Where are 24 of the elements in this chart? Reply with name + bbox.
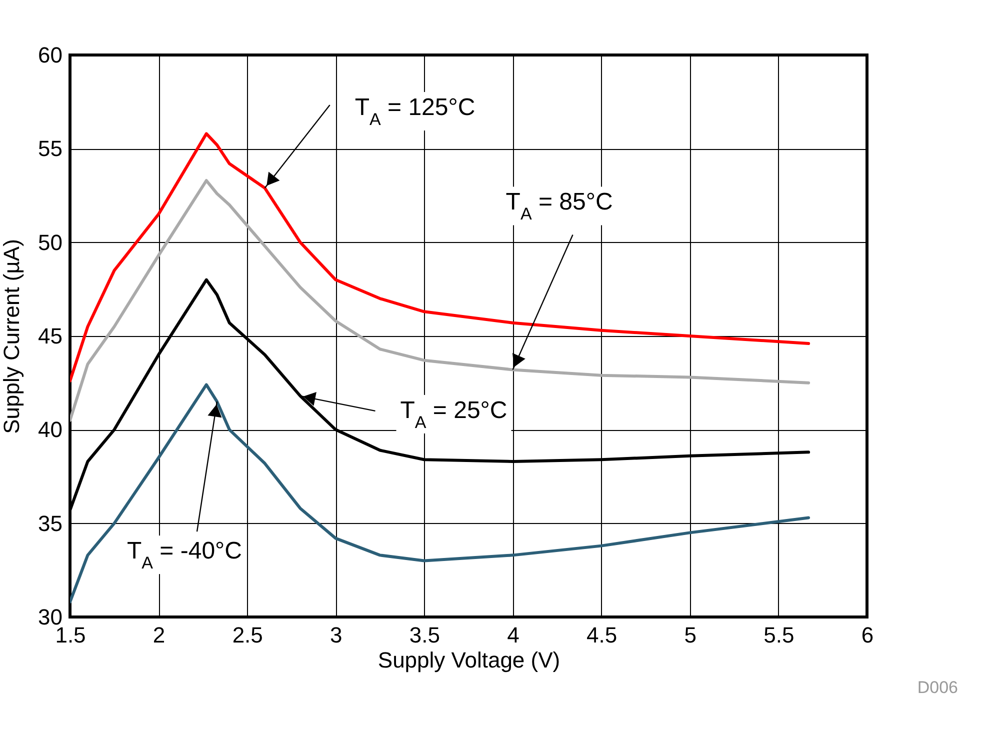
x-tick-label: 4.5 — [586, 622, 618, 648]
x-tick-label: 2.5 — [232, 622, 263, 648]
x-tick-label: 3 — [330, 622, 342, 648]
annotation: T$_{A}$ = 85°C — [506, 188, 613, 224]
line-series — [70, 383, 810, 604]
text: D006 — [917, 678, 958, 698]
annotation: T$_{A}$ = 125°C — [354, 94, 476, 129]
x-tick-label: 4 — [507, 622, 520, 648]
y-tick-label: 35 — [38, 510, 62, 536]
x-tick-label: 6 — [861, 622, 874, 648]
x-axis-title: Supply Voltage (V) — [378, 648, 560, 672]
line-series — [70, 132, 810, 382]
annotation: T$_{A}$ = -40°C — [127, 538, 242, 572]
y-tick-label: 50 — [38, 230, 62, 255]
y-axis-title: Supply Current (µA) — [0, 239, 24, 434]
x-tick-label: 2 — [152, 622, 166, 648]
x-tick-label: 5.5 — [764, 622, 794, 648]
x-tick-label: 5 — [684, 622, 697, 648]
annotation: T$_{A}$ = 25°C — [400, 396, 508, 432]
y-tick-label: 45 — [38, 324, 62, 348]
x-tick-label: 3.5 — [409, 622, 440, 648]
y-tick-label: 40 — [38, 417, 62, 442]
y-tick-label: 60 — [38, 42, 62, 68]
y-tick-label: 55 — [38, 136, 62, 162]
